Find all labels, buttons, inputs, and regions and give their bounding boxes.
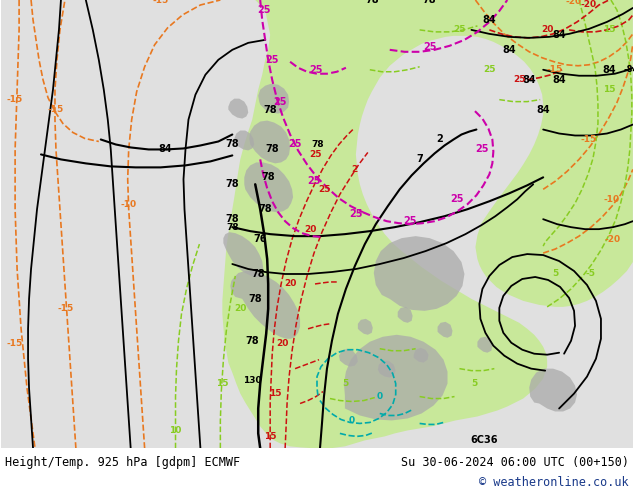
Text: 25: 25: [266, 55, 279, 65]
Polygon shape: [378, 361, 396, 378]
Polygon shape: [223, 0, 633, 448]
Text: © weatheronline.co.uk: © weatheronline.co.uk: [479, 476, 629, 489]
Text: 25: 25: [309, 150, 321, 159]
Text: -15: -15: [546, 65, 562, 74]
Text: 25: 25: [483, 65, 496, 74]
Polygon shape: [230, 271, 300, 339]
Text: 78: 78: [312, 140, 325, 149]
Text: 25: 25: [349, 209, 363, 219]
Text: 20: 20: [234, 304, 247, 314]
Text: 20: 20: [276, 339, 288, 348]
Polygon shape: [223, 232, 263, 277]
Text: 78: 78: [226, 222, 238, 232]
Polygon shape: [235, 130, 254, 150]
Polygon shape: [374, 236, 465, 311]
Text: 78: 78: [226, 179, 239, 189]
Text: 25: 25: [453, 25, 466, 34]
Polygon shape: [398, 307, 413, 323]
Text: 0: 0: [349, 416, 355, 425]
Text: 2: 2: [436, 134, 443, 145]
Text: 25: 25: [513, 75, 526, 84]
Text: 25: 25: [451, 194, 464, 204]
Text: -84: -84: [623, 65, 634, 74]
Text: 84: 84: [536, 104, 550, 115]
Text: 15: 15: [264, 432, 276, 441]
Text: 20: 20: [304, 224, 316, 234]
Text: 10: 10: [169, 426, 182, 435]
Polygon shape: [413, 348, 429, 363]
Text: 76: 76: [254, 234, 267, 244]
Polygon shape: [339, 349, 358, 367]
Text: 6C36: 6C36: [470, 436, 498, 445]
Text: 78: 78: [365, 0, 378, 5]
Text: 25: 25: [307, 176, 321, 186]
Text: 15: 15: [603, 25, 615, 34]
Text: 84: 84: [158, 145, 172, 154]
Text: 25: 25: [288, 140, 302, 149]
Text: -15: -15: [581, 135, 597, 144]
Text: -20: -20: [605, 235, 621, 244]
Text: 78: 78: [226, 140, 239, 149]
Polygon shape: [477, 337, 493, 353]
Polygon shape: [228, 98, 249, 119]
Text: 25: 25: [257, 5, 271, 15]
Text: -10: -10: [604, 195, 620, 204]
Text: -15: -15: [48, 105, 64, 114]
Text: 78: 78: [423, 0, 436, 5]
Text: 25: 25: [476, 145, 489, 154]
Text: 20: 20: [541, 25, 553, 34]
Text: 84: 84: [552, 30, 566, 40]
Polygon shape: [437, 322, 453, 338]
Text: 130: 130: [243, 376, 262, 385]
Text: 84: 84: [503, 45, 516, 55]
Text: 5: 5: [471, 379, 477, 388]
Text: Height/Temp. 925 hPa [gdpm] ECMWF: Height/Temp. 925 hPa [gdpm] ECMWF: [5, 456, 240, 469]
Text: 5: 5: [342, 379, 348, 388]
Text: 15: 15: [603, 85, 615, 94]
Text: 78: 78: [263, 104, 277, 115]
Text: 20: 20: [284, 279, 296, 289]
Text: -10: -10: [120, 200, 137, 209]
Text: -15: -15: [58, 304, 74, 314]
Text: -20: -20: [581, 0, 597, 9]
Text: 84: 84: [482, 15, 496, 25]
Text: 15: 15: [216, 379, 229, 388]
Text: 25: 25: [309, 65, 323, 75]
Text: 78: 78: [249, 294, 262, 304]
Text: 78: 78: [252, 269, 265, 279]
Polygon shape: [344, 335, 448, 420]
Text: 25: 25: [423, 42, 436, 52]
Text: 84: 84: [552, 74, 566, 85]
Text: -15: -15: [152, 0, 169, 4]
Text: 15: 15: [269, 389, 281, 398]
Text: 78: 78: [266, 145, 279, 154]
Text: 78: 78: [261, 172, 275, 182]
Text: 2: 2: [352, 165, 358, 174]
Polygon shape: [258, 84, 289, 114]
Text: 84: 84: [602, 65, 616, 75]
Polygon shape: [244, 162, 293, 212]
Text: 78: 78: [245, 336, 259, 346]
Text: 25: 25: [273, 97, 287, 107]
Text: 78: 78: [226, 214, 239, 224]
Text: 7: 7: [417, 154, 423, 165]
Polygon shape: [249, 121, 290, 163]
Text: -15: -15: [7, 339, 23, 348]
Polygon shape: [529, 368, 577, 412]
Text: 5: 5: [552, 270, 559, 278]
Text: 0: 0: [377, 392, 383, 401]
Text: 78: 78: [259, 204, 272, 214]
Text: -5: -5: [586, 270, 596, 278]
Text: Su 30-06-2024 06:00 UTC (00+150): Su 30-06-2024 06:00 UTC (00+150): [401, 456, 629, 469]
Text: -20: -20: [566, 0, 582, 6]
Text: 25: 25: [403, 216, 417, 226]
Text: 25: 25: [319, 185, 331, 194]
Text: -15: -15: [7, 95, 23, 104]
Text: 84: 84: [522, 74, 536, 85]
Polygon shape: [358, 319, 373, 335]
